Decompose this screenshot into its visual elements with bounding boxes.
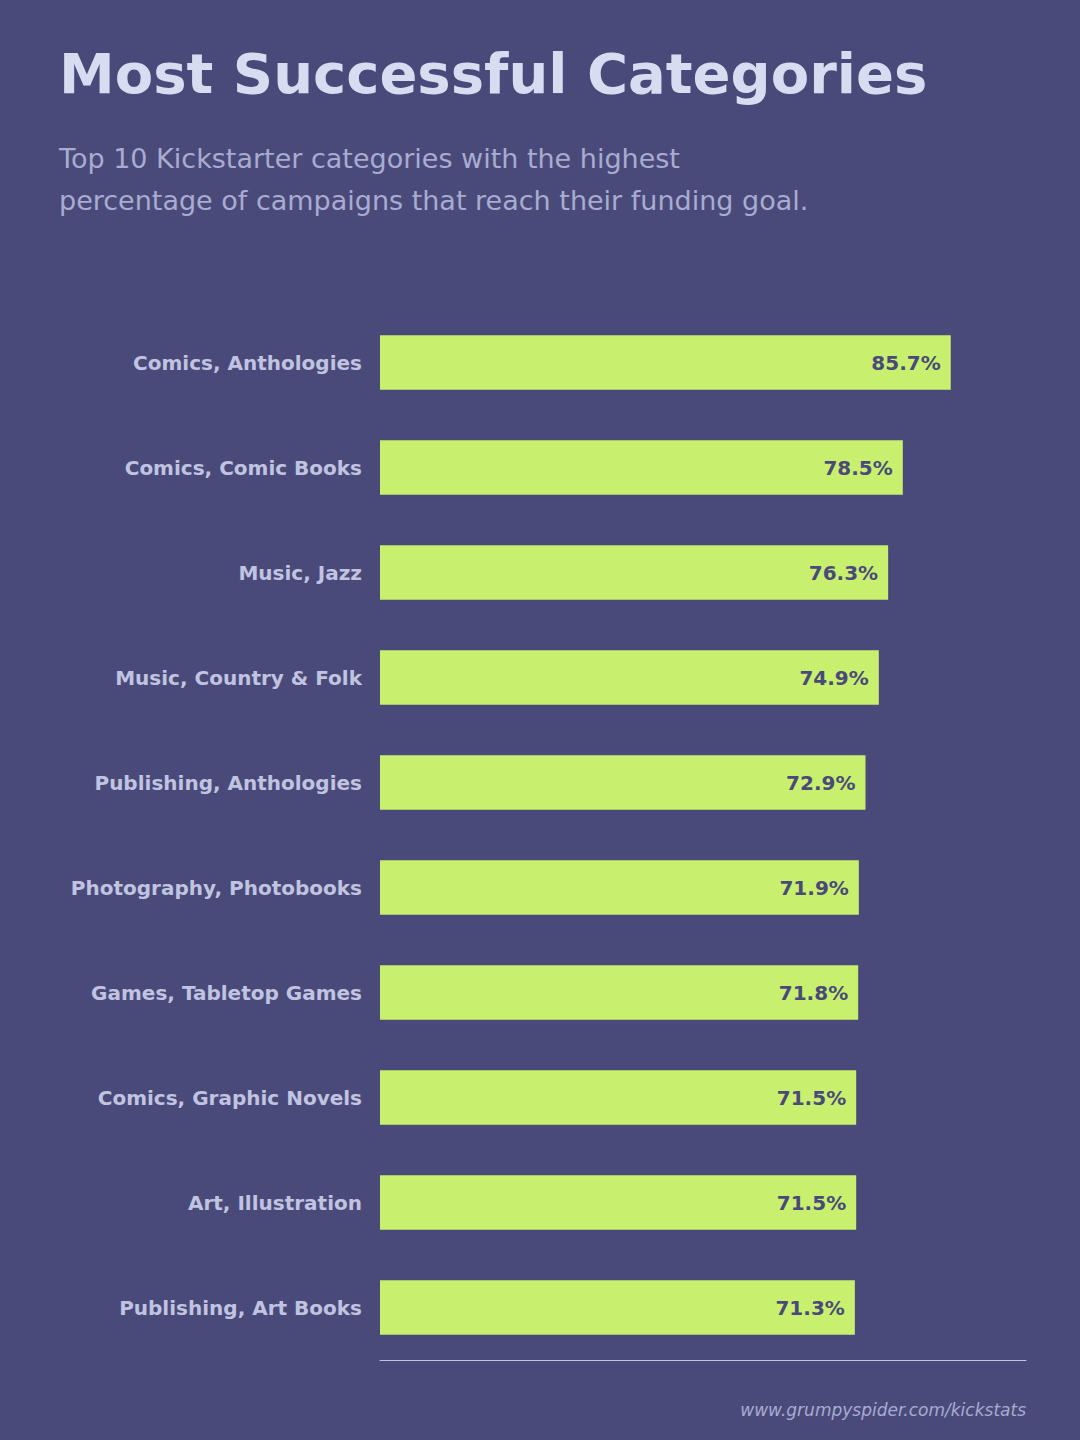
svg-text:www.grumpyspider.com/kickstats: www.grumpyspider.com/kickstats: [740, 1400, 1026, 1420]
svg-text:71.5%: 71.5%: [777, 1191, 846, 1215]
svg-text:76.3%: 76.3%: [809, 561, 878, 585]
svg-text:Publishing, Anthologies: Publishing, Anthologies: [94, 771, 362, 795]
svg-text:71.9%: 71.9%: [779, 876, 848, 900]
svg-text:Games, Tabletop Games: Games, Tabletop Games: [91, 981, 362, 1005]
svg-text:Photography, Photobooks: Photography, Photobooks: [71, 876, 362, 900]
svg-text:Comics, Anthologies: Comics, Anthologies: [133, 351, 362, 375]
svg-text:Comics, Graphic Novels: Comics, Graphic Novels: [98, 1086, 362, 1110]
svg-text:Music, Jazz: Music, Jazz: [238, 561, 362, 585]
svg-text:Top 10 Kickstarter categories: Top 10 Kickstarter categories with the h…: [58, 143, 680, 174]
svg-text:Music, Country & Folk: Music, Country & Folk: [115, 666, 362, 690]
svg-text:Most Successful Categories: Most Successful Categories: [59, 41, 927, 106]
svg-text:71.5%: 71.5%: [777, 1086, 846, 1110]
svg-text:78.5%: 78.5%: [823, 456, 892, 480]
svg-text:percentage of campaigns that r: percentage of campaigns that reach their…: [59, 185, 808, 216]
svg-text:71.3%: 71.3%: [775, 1296, 844, 1320]
svg-text:Comics, Comic Books: Comics, Comic Books: [125, 456, 362, 480]
svg-text:85.7%: 85.7%: [871, 351, 940, 375]
svg-text:74.9%: 74.9%: [799, 666, 868, 690]
svg-text:Publishing, Art Books: Publishing, Art Books: [119, 1296, 362, 1320]
svg-text:72.9%: 72.9%: [786, 771, 855, 795]
svg-text:Art, Illustration: Art, Illustration: [188, 1191, 362, 1215]
svg-text:71.8%: 71.8%: [779, 981, 848, 1005]
